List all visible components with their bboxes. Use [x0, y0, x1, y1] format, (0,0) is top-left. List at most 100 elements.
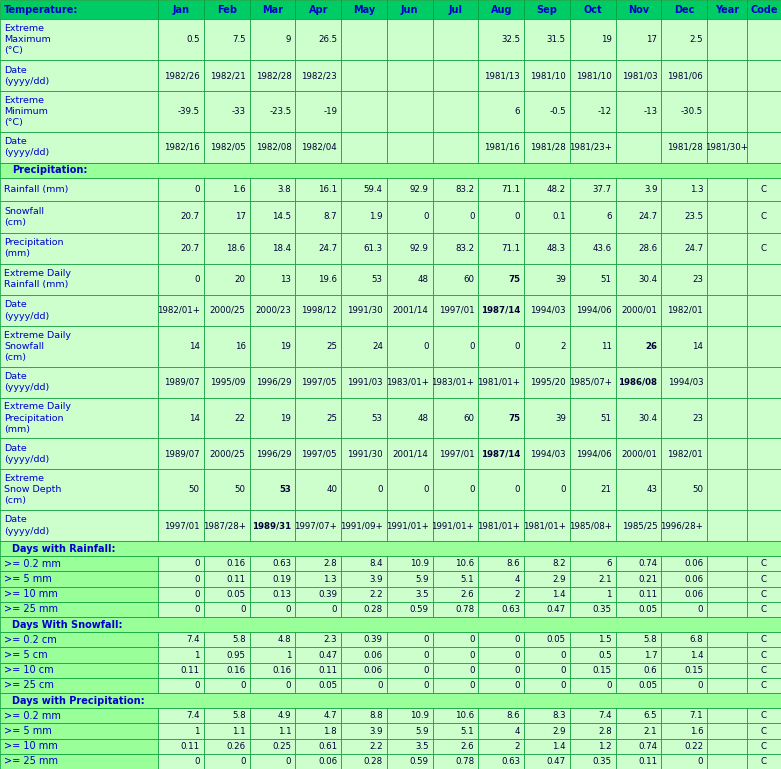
Text: 3.8: 3.8: [278, 185, 291, 195]
Text: 7.4: 7.4: [598, 711, 612, 721]
Text: 2.8: 2.8: [323, 559, 337, 568]
Bar: [0, 541, 781, 556]
Bar: [570, 510, 615, 541]
Bar: [158, 708, 204, 724]
Bar: [433, 60, 479, 92]
Text: Days with Rainfall:: Days with Rainfall:: [12, 544, 116, 554]
Bar: [524, 367, 570, 398]
Bar: [158, 724, 204, 738]
Bar: [341, 510, 387, 541]
Text: 28.6: 28.6: [638, 244, 658, 253]
Text: 1: 1: [606, 590, 612, 599]
Bar: [387, 632, 433, 647]
Text: 8.2: 8.2: [552, 559, 566, 568]
Bar: [158, 326, 204, 367]
Text: 1983/01+: 1983/01+: [386, 378, 429, 387]
Bar: [158, 632, 204, 647]
Bar: [0, 632, 158, 647]
Bar: [479, 647, 524, 663]
Text: 2000/01: 2000/01: [622, 449, 658, 458]
Bar: [341, 398, 387, 438]
Bar: [479, 571, 524, 587]
Bar: [158, 232, 204, 264]
Bar: [615, 632, 662, 647]
Bar: [433, 724, 479, 738]
Bar: [250, 60, 295, 92]
Text: 1991/03: 1991/03: [348, 378, 383, 387]
Text: 0.63: 0.63: [273, 559, 291, 568]
Bar: [295, 677, 341, 693]
Bar: [662, 367, 707, 398]
Bar: [615, 438, 662, 469]
Bar: [433, 708, 479, 724]
Bar: [479, 19, 524, 60]
Bar: [479, 587, 524, 602]
Text: Temperature:: Temperature:: [4, 5, 78, 15]
Text: 2: 2: [515, 742, 520, 751]
Bar: [662, 469, 707, 510]
Bar: [615, 663, 662, 677]
Text: 1.4: 1.4: [552, 590, 566, 599]
Text: -19: -19: [323, 107, 337, 116]
Bar: [433, 398, 479, 438]
Bar: [479, 510, 524, 541]
Text: 0.11: 0.11: [638, 757, 658, 766]
Text: Extreme
Maximum
(°C): Extreme Maximum (°C): [4, 24, 51, 55]
Bar: [524, 738, 570, 754]
Bar: [524, 708, 570, 724]
Text: 1.6: 1.6: [690, 727, 703, 735]
Text: 2000/25: 2000/25: [210, 449, 245, 458]
Text: 48: 48: [418, 414, 429, 422]
Text: 19: 19: [280, 414, 291, 422]
Bar: [250, 19, 295, 60]
Text: >= 5 mm: >= 5 mm: [4, 574, 52, 584]
Text: 48.3: 48.3: [547, 244, 566, 253]
Text: 0: 0: [515, 342, 520, 351]
Bar: [341, 663, 387, 677]
Text: 1991/30: 1991/30: [348, 449, 383, 458]
Text: >= 5 cm: >= 5 cm: [4, 650, 48, 660]
Bar: [250, 131, 295, 163]
Bar: [158, 264, 204, 295]
Bar: [0, 647, 158, 663]
Text: 60: 60: [463, 414, 474, 422]
Bar: [747, 201, 781, 232]
Text: 1.7: 1.7: [644, 651, 658, 660]
Text: Code: Code: [750, 5, 778, 15]
Text: 0: 0: [697, 681, 703, 690]
Bar: [479, 738, 524, 754]
Text: 43: 43: [647, 485, 658, 494]
Bar: [615, 587, 662, 602]
Bar: [662, 438, 707, 469]
Bar: [662, 398, 707, 438]
Text: 53: 53: [372, 414, 383, 422]
Text: 0: 0: [194, 574, 200, 584]
Bar: [479, 0, 524, 19]
Text: 0: 0: [240, 757, 245, 766]
Text: 6.8: 6.8: [690, 635, 703, 644]
Bar: [747, 438, 781, 469]
Bar: [204, 556, 250, 571]
Text: Mar: Mar: [262, 5, 283, 15]
Bar: [204, 92, 250, 131]
Bar: [433, 19, 479, 60]
Text: 19.6: 19.6: [318, 275, 337, 284]
Text: 1996/29: 1996/29: [256, 378, 291, 387]
Bar: [570, 232, 615, 264]
Bar: [387, 510, 433, 541]
Text: 1997/01: 1997/01: [439, 306, 474, 315]
Text: C: C: [761, 574, 767, 584]
Text: 8.6: 8.6: [507, 559, 520, 568]
Bar: [295, 0, 341, 19]
Bar: [341, 647, 387, 663]
Text: 11: 11: [601, 342, 612, 351]
Text: 0.11: 0.11: [318, 666, 337, 674]
Bar: [250, 438, 295, 469]
Bar: [158, 367, 204, 398]
Bar: [0, 571, 158, 587]
Text: 3.5: 3.5: [415, 590, 429, 599]
Bar: [204, 131, 250, 163]
Text: 1982/01: 1982/01: [668, 306, 703, 315]
Bar: [433, 556, 479, 571]
Bar: [433, 367, 479, 398]
